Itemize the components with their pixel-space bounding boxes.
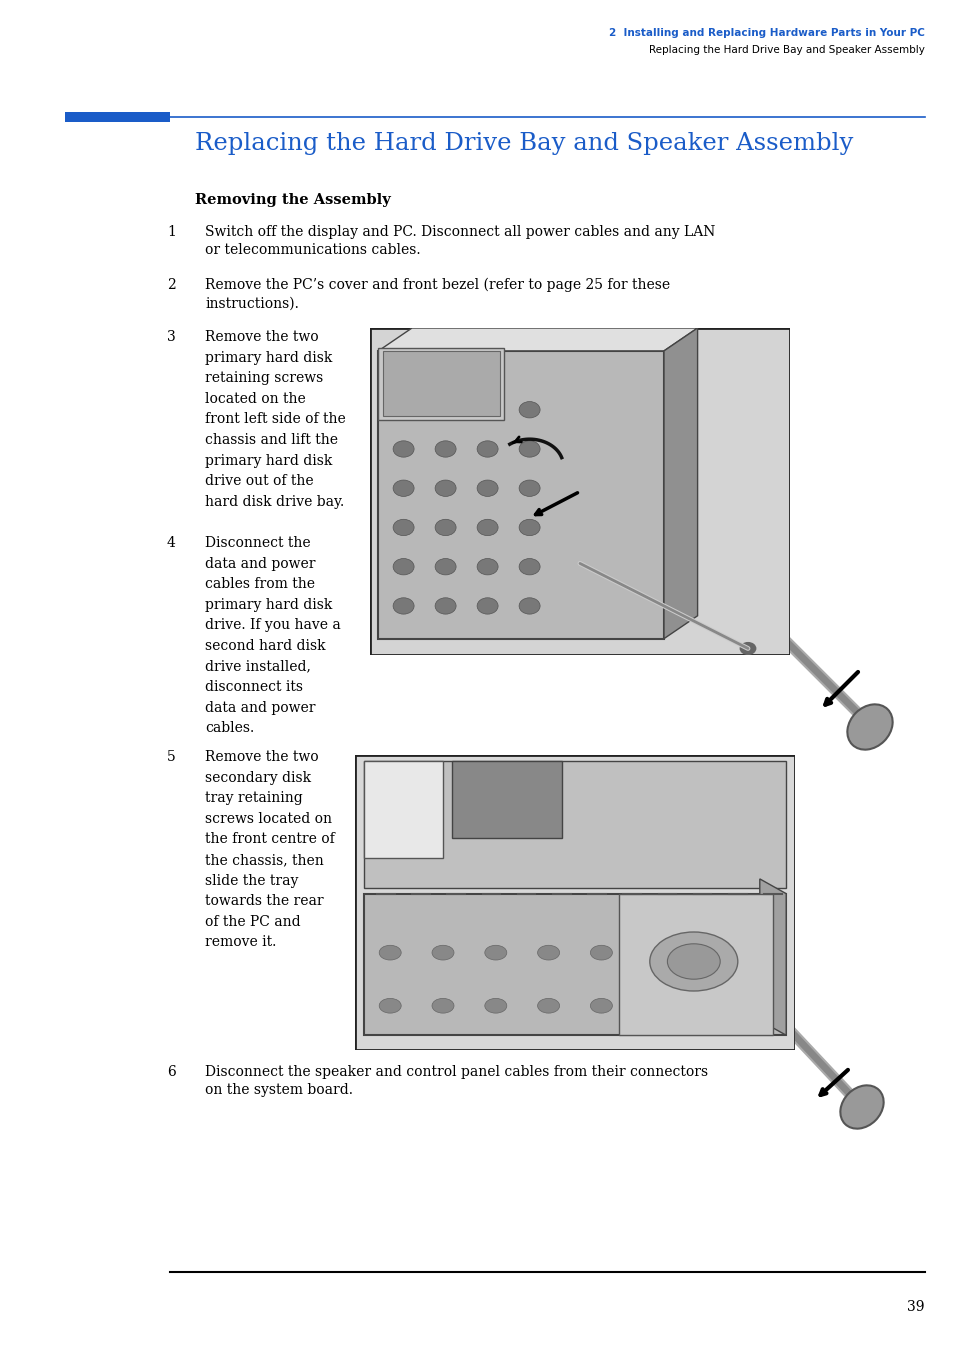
- Text: 5: 5: [167, 750, 175, 764]
- Circle shape: [667, 944, 720, 979]
- Circle shape: [696, 945, 718, 960]
- Circle shape: [476, 441, 497, 457]
- Text: 1: 1: [167, 224, 175, 239]
- Bar: [363, 761, 785, 888]
- Circle shape: [649, 932, 737, 991]
- Circle shape: [393, 441, 414, 457]
- Circle shape: [642, 998, 664, 1013]
- Circle shape: [432, 998, 454, 1013]
- Circle shape: [435, 402, 456, 418]
- Circle shape: [393, 598, 414, 614]
- Text: 6: 6: [167, 1065, 175, 1079]
- Circle shape: [435, 598, 456, 614]
- Circle shape: [393, 519, 414, 535]
- Circle shape: [518, 519, 539, 535]
- Circle shape: [393, 558, 414, 575]
- Text: 2: 2: [167, 279, 175, 292]
- Circle shape: [642, 945, 664, 960]
- Text: Removing the Assembly: Removing the Assembly: [194, 193, 391, 207]
- Circle shape: [476, 480, 497, 496]
- Circle shape: [696, 998, 718, 1013]
- Text: Remove the two
secondary disk
tray retaining
screws located on
the front centre : Remove the two secondary disk tray retai…: [205, 750, 335, 949]
- Text: Disconnect the speaker and control panel cables from their connectors
on the sys: Disconnect the speaker and control panel…: [205, 1065, 707, 1098]
- Text: Remove the two
primary hard disk
retaining screws
located on the
front left side: Remove the two primary hard disk retaini…: [205, 330, 345, 508]
- Circle shape: [393, 402, 414, 418]
- Circle shape: [476, 598, 497, 614]
- Circle shape: [518, 598, 539, 614]
- Text: 2  Installing and Replacing Hardware Parts in Your PC: 2 Installing and Replacing Hardware Part…: [608, 28, 924, 38]
- Text: Switch off the display and PC. Disconnect all power cables and any LAN
or teleco: Switch off the display and PC. Disconnec…: [205, 224, 715, 257]
- Bar: [65, 112, 170, 122]
- Circle shape: [435, 519, 456, 535]
- Text: 4: 4: [167, 535, 175, 550]
- Circle shape: [484, 998, 506, 1013]
- Circle shape: [432, 945, 454, 960]
- Bar: [382, 352, 499, 416]
- Bar: [378, 347, 504, 419]
- Bar: [618, 894, 772, 1036]
- Ellipse shape: [840, 1086, 882, 1129]
- Circle shape: [739, 642, 756, 654]
- Circle shape: [378, 998, 401, 1013]
- Text: Replacing the Hard Drive Bay and Speaker Assembly: Replacing the Hard Drive Bay and Speaker…: [648, 45, 924, 55]
- Circle shape: [484, 945, 506, 960]
- Circle shape: [476, 558, 497, 575]
- Bar: [363, 761, 442, 859]
- Circle shape: [435, 441, 456, 457]
- Text: Remove the PC’s cover and front bezel (refer to page 25 for these
instructions).: Remove the PC’s cover and front bezel (r…: [205, 279, 669, 311]
- Circle shape: [476, 519, 497, 535]
- Polygon shape: [663, 329, 697, 638]
- Circle shape: [518, 402, 539, 418]
- Ellipse shape: [846, 704, 892, 749]
- Circle shape: [435, 480, 456, 496]
- Text: Disconnect the
data and power
cables from the
primary hard disk
drive. If you ha: Disconnect the data and power cables fro…: [205, 535, 340, 735]
- Circle shape: [518, 558, 539, 575]
- Polygon shape: [378, 329, 697, 352]
- Text: 3: 3: [167, 330, 175, 343]
- Circle shape: [537, 945, 559, 960]
- Circle shape: [590, 945, 612, 960]
- Circle shape: [393, 480, 414, 496]
- Circle shape: [537, 998, 559, 1013]
- Text: Replacing the Hard Drive Bay and Speaker Assembly: Replacing the Hard Drive Bay and Speaker…: [194, 132, 853, 155]
- Circle shape: [518, 441, 539, 457]
- Circle shape: [476, 402, 497, 418]
- Polygon shape: [759, 879, 785, 1036]
- Text: 39: 39: [906, 1301, 924, 1314]
- Circle shape: [518, 480, 539, 496]
- Bar: [378, 352, 663, 638]
- Circle shape: [378, 945, 401, 960]
- Bar: [452, 761, 561, 838]
- Circle shape: [590, 998, 612, 1013]
- Circle shape: [435, 558, 456, 575]
- Bar: [363, 894, 785, 1036]
